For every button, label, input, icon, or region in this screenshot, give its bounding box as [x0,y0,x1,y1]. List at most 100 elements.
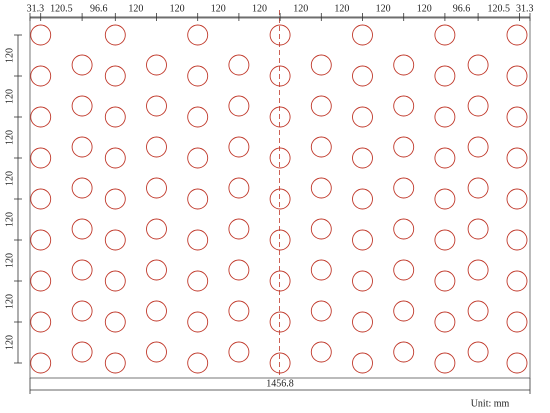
hole [434,65,456,87]
hole [228,300,250,322]
hole [104,352,126,374]
hole [310,54,332,76]
hole [506,65,528,87]
hole [310,95,332,117]
hole [269,65,291,87]
hole [104,106,126,128]
hole [146,177,167,199]
hole [71,177,93,199]
left-dimension-label: 120 [4,335,15,350]
hole [228,218,250,240]
hole [30,106,52,128]
hole [71,136,93,158]
hole [310,177,332,199]
hole [310,259,332,281]
hole [146,341,167,363]
hole [506,24,528,46]
hole [434,352,456,374]
hole [269,229,291,251]
top-dimension-label: 120 [293,3,308,14]
hole [228,259,250,281]
hole [269,24,291,46]
hole [228,341,250,363]
hole [352,270,373,292]
hole [310,300,332,322]
top-dimension-label: 120 [170,3,185,14]
hole [104,65,126,87]
hole [393,54,415,76]
hole [269,352,291,374]
hole [71,341,93,363]
hole [269,106,291,128]
hole [434,106,456,128]
hole [393,259,415,281]
hole [187,65,209,87]
hole [467,300,489,322]
hole [393,341,415,363]
hole [71,54,93,76]
hole [187,24,209,46]
left-dimension-label: 120 [4,89,15,104]
hole [187,311,209,333]
hole [269,311,291,333]
hole [352,352,373,374]
hole [393,95,415,117]
left-dimension-label: 120 [4,294,15,309]
hole [269,188,291,210]
hole [146,54,167,76]
hole [506,270,528,292]
hole [467,341,489,363]
hole [506,311,528,333]
hole [467,177,489,199]
hole [30,311,52,333]
hole [352,24,373,46]
top-dimension-label: 31.3 [27,3,45,14]
hole [146,218,167,240]
hole [30,147,52,169]
hole [146,136,167,158]
left-dimension-label: 120 [4,171,15,186]
left-dimension-label: 120 [4,253,15,268]
hole [187,106,209,128]
top-dimension-label: 120 [334,3,349,14]
hole [506,188,528,210]
top-dimension-label: 120 [211,3,226,14]
hole [30,270,52,292]
hole [146,259,167,281]
top-dimension-label: 120.5 [488,3,511,14]
top-dimension-label: 96.6 [90,3,108,14]
hole [30,229,52,251]
hole [506,352,528,374]
top-dimension-label: 120.5 [50,3,73,14]
hole [352,188,373,210]
top-dimension-label: 31.3 [516,3,534,14]
hole [104,188,126,210]
total-width-label: 1456.8 [266,378,294,389]
hole [104,147,126,169]
hole [104,24,126,46]
hole [310,136,332,158]
hole [104,311,126,333]
hole [393,300,415,322]
hole [393,177,415,199]
hole [71,300,93,322]
hole [146,300,167,322]
hole [71,95,93,117]
hole [467,259,489,281]
hole [506,147,528,169]
hole [104,270,126,292]
hole [269,270,291,292]
hole [187,188,209,210]
hole [467,95,489,117]
hole [506,106,528,128]
hole [30,188,52,210]
hole [506,229,528,251]
hole [104,229,126,251]
hole [30,24,52,46]
hole [434,147,456,169]
hole [393,136,415,158]
hole [352,147,373,169]
hole [71,218,93,240]
hole [393,218,415,240]
